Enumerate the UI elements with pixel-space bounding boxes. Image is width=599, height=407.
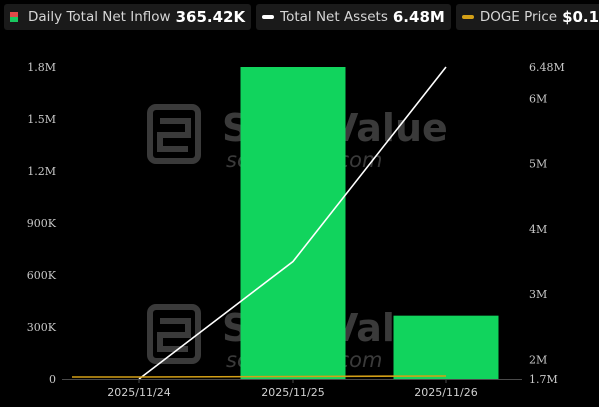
right-tick-label: 6M [529, 92, 547, 105]
bar-2025/11/26[interactable] [394, 316, 499, 379]
right-tick-label: 6.48M [529, 61, 565, 74]
right-axis: 1.7M 2M 3M 4M 5M 6M 6.48M [529, 61, 565, 386]
right-tick-label: 3M [529, 288, 547, 301]
left-tick-label: 1.2M [27, 165, 56, 178]
right-tick-label: 4M [529, 223, 547, 236]
bar-2025/11/25[interactable] [241, 67, 346, 379]
x-tick-label: 2025/11/26 [414, 386, 477, 399]
left-tick-label: 1.5M [27, 113, 56, 126]
left-tick-label: 600K [27, 269, 57, 282]
left-axis: 0 300K 600K 900K 1.2M 1.5M 1.8M [27, 61, 57, 386]
right-tick-label: 5M [529, 158, 547, 171]
x-axis: 2025/11/24 2025/11/25 2025/11/26 [107, 379, 477, 399]
right-tick-label: 2M [529, 353, 547, 366]
left-tick-label: 0 [49, 373, 56, 386]
right-tick-label: 1.7M [529, 373, 558, 386]
line-doge-price[interactable] [72, 376, 446, 377]
left-tick-label: 300K [27, 321, 57, 334]
left-tick-label: 1.8M [27, 61, 56, 74]
x-tick-label: 2025/11/24 [107, 386, 170, 399]
sosovalue-logo-mark [160, 121, 188, 149]
left-tick-label: 900K [27, 217, 57, 230]
x-tick-label: 2025/11/25 [261, 386, 324, 399]
